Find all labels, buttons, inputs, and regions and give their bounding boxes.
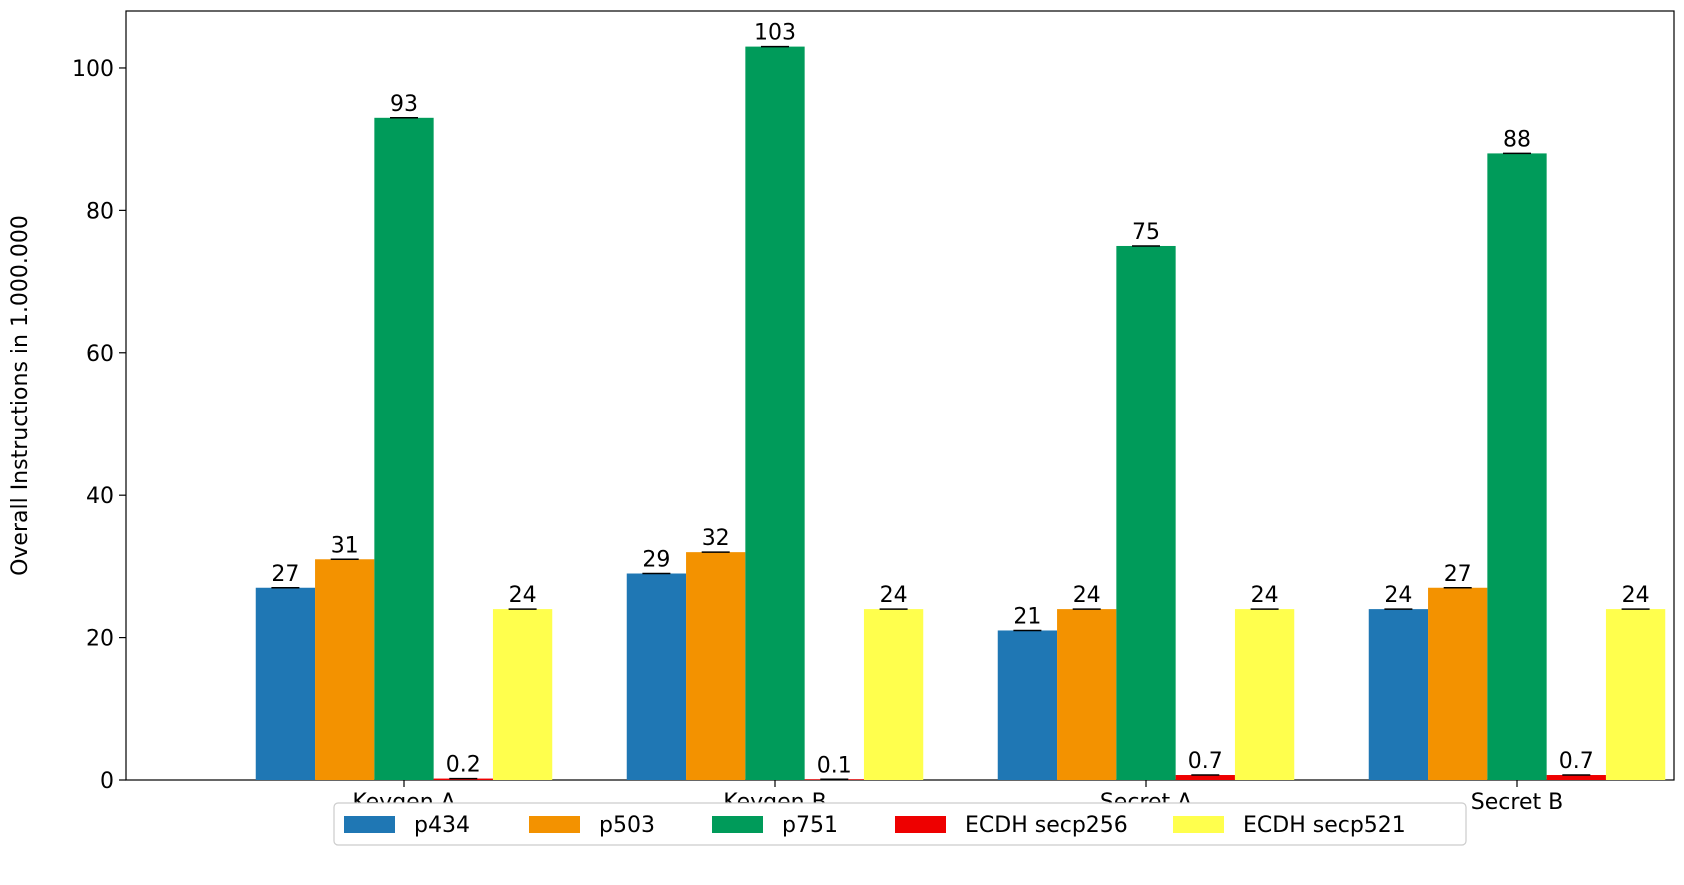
bar [997, 630, 1058, 780]
data-label: 88 [1503, 127, 1531, 152]
y-tick-label: 40 [86, 484, 114, 509]
legend: p434 p503 p751 ECDH secp256 ECDH secp521 [333, 802, 1467, 846]
data-label: 24 [1251, 583, 1279, 608]
legend-swatch [712, 816, 763, 833]
bar [255, 587, 316, 780]
bar [1487, 153, 1547, 780]
y-axis: 0 20 40 60 80 100 [72, 57, 126, 794]
data-label: 21 [1013, 604, 1041, 629]
bar [492, 609, 553, 780]
legend-label: p434 [414, 813, 470, 838]
data-label: 103 [754, 21, 796, 46]
legend-swatch [1173, 816, 1224, 833]
data-label: 24 [1073, 583, 1101, 608]
data-label: 24 [509, 583, 537, 608]
data-label: 32 [702, 526, 730, 551]
bar [315, 559, 375, 780]
bar [626, 573, 687, 780]
data-label: 75 [1132, 220, 1160, 245]
bar [1428, 587, 1488, 780]
data-label: 24 [1384, 583, 1412, 608]
data-label: 0.7 [1188, 749, 1223, 774]
bar [1368, 609, 1429, 780]
legend-label: p751 [782, 813, 838, 838]
data-label: 29 [642, 548, 670, 573]
bar [1605, 609, 1666, 780]
bar [863, 609, 924, 780]
data-label: 0.1 [817, 753, 852, 778]
data-label: 27 [271, 562, 299, 587]
data-label: 27 [1444, 562, 1472, 587]
legend-swatch [344, 816, 395, 833]
data-labels: 27 31 93 0.2 24 29 32 103 0.1 24 21 24 75 0.7 24 24 27 88… [271, 21, 1649, 779]
bar [1546, 775, 1606, 780]
legend-label: ECDH secp256 [965, 813, 1128, 838]
data-label: 93 [390, 92, 418, 117]
y-tick-label: 100 [72, 57, 114, 82]
bar [374, 117, 434, 781]
legend-swatch [529, 816, 580, 833]
y-tick-label: 80 [86, 199, 114, 224]
y-tick-label: 0 [100, 769, 114, 794]
legend-label: ECDH secp521 [1243, 813, 1406, 838]
bar [1116, 245, 1176, 780]
bar [686, 552, 746, 780]
data-label: 31 [331, 533, 359, 558]
bar [1057, 609, 1117, 780]
bars [255, 45, 1666, 781]
x-category-label: Secret B [1471, 790, 1563, 815]
data-label: 0.2 [446, 753, 481, 778]
data-label: 0.7 [1559, 749, 1594, 774]
y-tick-label: 20 [86, 627, 114, 652]
data-label: 24 [880, 583, 908, 608]
legend-swatch [895, 816, 946, 833]
y-tick-label: 60 [86, 342, 114, 367]
bar [1175, 775, 1235, 780]
bar [745, 46, 805, 780]
y-axis-label: Overall Instructions in 1.000.000 [8, 215, 33, 576]
data-label: 24 [1622, 583, 1650, 608]
bar [1234, 609, 1295, 780]
legend-label: p503 [599, 813, 655, 838]
